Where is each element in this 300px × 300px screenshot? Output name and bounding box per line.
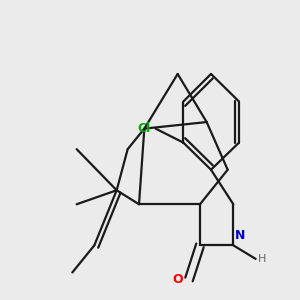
Text: O: O: [172, 273, 183, 286]
Text: Cl: Cl: [137, 122, 151, 135]
Text: H: H: [258, 254, 267, 264]
Text: N: N: [235, 229, 245, 242]
